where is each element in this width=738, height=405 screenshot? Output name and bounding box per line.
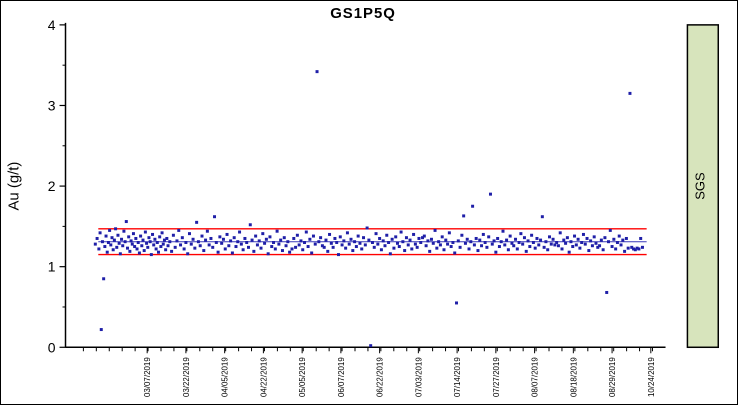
svg-text:08/07/2019: 08/07/2019 [531,357,540,397]
svg-text:06/07/2019: 06/07/2019 [337,357,346,397]
svg-text:10/24/2019: 10/24/2019 [647,357,656,397]
side-panel-box [686,24,720,349]
svg-text:04/05/2019: 04/05/2019 [221,357,230,397]
svg-text:07/14/2019: 07/14/2019 [453,357,462,397]
svg-text:08/18/2019: 08/18/2019 [569,357,578,397]
svg-text:1: 1 [48,259,56,275]
side-panel-label: SGS [692,172,707,200]
y-axis-label: Au (g/t) [6,162,23,211]
chart-title: GS1P5Q [330,5,396,22]
axes: 0 1 2 3 4 03/07/2019 03/22/2019 04/05/2019 04/22… [48,17,666,397]
svg-text:07/03/2019: 07/03/2019 [414,357,423,397]
svg-text:07/27/2019: 07/27/2019 [492,357,501,397]
data-points [93,70,644,348]
side-panel: SGS [686,24,720,349]
svg-text:03/22/2019: 03/22/2019 [182,357,191,397]
svg-text:06/22/2019: 06/22/2019 [376,357,385,397]
svg-text:4: 4 [48,17,56,33]
svg-text:03/07/2019: 03/07/2019 [143,357,152,397]
svg-text:0: 0 [48,339,56,355]
svg-text:08/29/2019: 08/29/2019 [608,357,617,397]
svg-text:3: 3 [48,97,56,113]
svg-text:2: 2 [48,178,56,194]
svg-text:04/22/2019: 04/22/2019 [259,357,268,397]
svg-text:05/05/2019: 05/05/2019 [298,357,307,397]
